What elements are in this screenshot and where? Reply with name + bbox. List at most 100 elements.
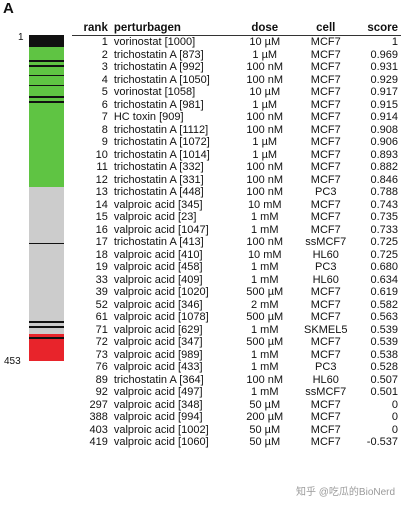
cell-score: 0.539 — [370, 323, 398, 336]
rank-bar-tick — [29, 242, 64, 245]
table-row: 12 trichostatin A [331] 100 nM MCF7 0.846 — [72, 174, 401, 187]
cell-score: 0.680 — [370, 261, 398, 274]
cell-dose: 100 nM — [246, 236, 284, 249]
cell-dose: 10 mM — [247, 198, 282, 211]
cell-dose: 100 nM — [246, 173, 284, 186]
cell-cell: MCF7 — [310, 98, 341, 111]
rank-bar-tick — [29, 101, 64, 103]
cell-rank: 297 — [89, 398, 108, 411]
cell-score: 0.743 — [370, 198, 398, 211]
cell-cell: MCF7 — [310, 223, 341, 236]
table-row: 419 valproic acid [1060] 50 µM MCF7 -0.537 — [72, 436, 401, 449]
cell-score: 0 — [391, 411, 398, 424]
table-row: 11 trichostatin A [332] 100 nM MCF7 0.882 — [72, 161, 401, 174]
rank-bar-tick — [29, 321, 64, 323]
rank-bar-bottom-label: 453 — [4, 356, 21, 367]
cell-cell: ssMCF7 — [305, 386, 347, 399]
header-cell: cell — [297, 20, 355, 36]
table-row: 14 valproic acid [345] 10 mM MCF7 0.743 — [72, 199, 401, 212]
table-row: 10 trichostatin A [1014] 1 µM MCF7 0.893 — [72, 149, 401, 162]
cell-rank: 13 — [95, 186, 108, 199]
cell-score: 0.917 — [370, 86, 398, 99]
cell-rank: 71 — [95, 323, 108, 336]
cell-perturbagen: trichostatin A [1112] — [113, 123, 209, 136]
cell-rank: 14 — [95, 198, 108, 211]
cell-rank: 17 — [95, 236, 108, 249]
cell-rank: 388 — [89, 411, 108, 424]
cell-cell: MCF7 — [310, 161, 341, 174]
cell-perturbagen: valproic acid [409] — [113, 273, 203, 286]
cell-cell: PC3 — [315, 361, 337, 374]
cell-dose: 10 µM — [249, 86, 281, 99]
table-row: 15 valproic acid [23] 1 mM MCF7 0.735 — [72, 211, 401, 224]
table-row: 13 trichostatin A [448] 100 nM PC3 0.788 — [72, 186, 401, 199]
cell-rank: 72 — [95, 336, 108, 349]
rank-bar-top-label: 1 — [18, 32, 24, 43]
table-row: 89 trichostatin A [364] 100 nM HL60 0.507 — [72, 374, 401, 387]
cell-rank: 4 — [101, 73, 108, 86]
cell-rank: 39 — [95, 286, 108, 299]
cell-score: 0.538 — [370, 348, 398, 361]
results-table: rank perturbagen dose cell score 1 vorino… — [72, 20, 401, 449]
cell-cell: MCF7 — [310, 36, 341, 49]
cell-dose: 100 nM — [246, 123, 284, 136]
cell-perturbagen: trichostatin A [1050] — [113, 73, 210, 86]
cell-dose: 50 µM — [249, 436, 281, 449]
cell-score: 0.893 — [370, 148, 398, 161]
cell-perturbagen: valproic acid [1060] — [113, 436, 209, 449]
cell-rank: 419 — [89, 436, 108, 449]
cell-perturbagen: vorinostat [1000] — [113, 36, 196, 49]
cell-score: 0.634 — [370, 273, 398, 286]
cell-dose: 100 nM — [246, 111, 284, 124]
watermark: 知乎 @吃瓜的BioNerd — [296, 487, 396, 498]
cell-cell: PC3 — [315, 261, 337, 274]
rank-bar-segment — [29, 46, 64, 188]
cell-dose: 50 µM — [249, 398, 281, 411]
cell-dose: 200 µM — [246, 411, 284, 424]
cell-perturbagen: valproic acid [410] — [113, 248, 203, 261]
cell-dose: 2 mM — [251, 298, 279, 311]
cell-perturbagen: trichostatin A [413] — [113, 236, 204, 249]
cell-rank: 92 — [95, 386, 108, 399]
rank-bar-segment — [29, 187, 64, 334]
table-row: 16 valproic acid [1047] 1 mM MCF7 0.733 — [72, 224, 401, 237]
cell-dose: 500 µM — [246, 311, 284, 324]
cell-perturbagen: valproic acid [1078] — [113, 311, 209, 324]
cell-score: 1 — [391, 36, 398, 49]
cell-cell: MCF7 — [310, 148, 341, 161]
cell-perturbagen: valproic acid [629] — [113, 323, 203, 336]
cell-perturbagen: valproic acid [497] — [113, 386, 203, 399]
table-row: 4 trichostatin A [1050] 100 nM MCF7 0.929 — [72, 74, 401, 87]
cell-rank: 11 — [96, 161, 108, 174]
cell-rank: 7 — [101, 111, 108, 124]
cell-dose: 500 µM — [246, 336, 284, 349]
cell-rank: 10 — [95, 148, 108, 161]
rank-bar-segment — [29, 35, 64, 47]
table-row: 33 valproic acid [409] 1 mM HL60 0.634 — [72, 274, 401, 287]
cell-cell: MCF7 — [310, 61, 341, 74]
cell-perturbagen: trichostatin A [992] — [113, 61, 204, 74]
cell-perturbagen: trichostatin A [364] — [113, 373, 204, 386]
cell-cell: HL60 — [312, 248, 339, 261]
table-row: 9 trichostatin A [1072] 1 µM MCF7 0.906 — [72, 136, 401, 149]
cell-perturbagen: trichostatin A [331] — [113, 173, 204, 186]
cell-rank: 1 — [101, 36, 108, 49]
cell-dose: 1 mM — [251, 273, 279, 286]
table-row: 3 trichostatin A [992] 100 nM MCF7 0.931 — [72, 61, 401, 74]
cell-cell: MCF7 — [310, 136, 341, 149]
table-row: 1 vorinostat [1000] 10 µM MCF7 1 — [72, 36, 401, 49]
cell-perturbagen: valproic acid [345] — [113, 198, 203, 211]
cell-rank: 33 — [95, 273, 108, 286]
rank-bar-tick — [29, 60, 64, 62]
cell-dose: 1 mM — [251, 386, 279, 399]
rank-bar-tick — [29, 96, 64, 98]
cell-cell: MCF7 — [310, 286, 341, 299]
cell-perturbagen: valproic acid [348] — [113, 398, 203, 411]
rank-bar — [29, 35, 64, 361]
cell-perturbagen: valproic acid [23] — [113, 211, 197, 224]
cell-dose: 1 µM — [252, 148, 278, 161]
cell-score: 0.915 — [370, 98, 398, 111]
cell-score: -0.537 — [366, 436, 398, 449]
header-dose: dose — [232, 20, 298, 36]
cell-rank: 5 — [101, 86, 108, 99]
